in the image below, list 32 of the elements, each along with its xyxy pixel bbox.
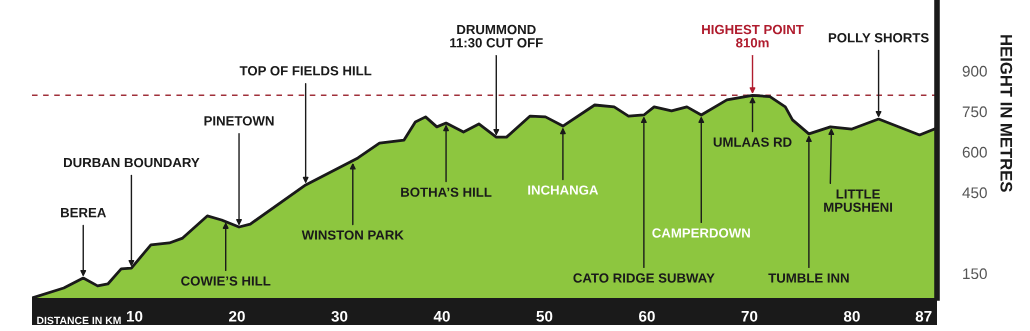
- annotation: COWIE’S HILL: [181, 276, 271, 286]
- annotation: HIGHEST POINT 810m: [702, 24, 804, 48]
- annotation: UMLAAS RD: [713, 137, 792, 147]
- annotation: TOP OF FIELDS HILL: [239, 66, 372, 76]
- x-tick-label: 50: [536, 310, 553, 322]
- y-tick-label: 900: [962, 65, 987, 77]
- x-tick-label: 20: [229, 310, 245, 322]
- annotation: DRUMMOND 11:30 CUT OFF: [450, 24, 543, 48]
- x-tick-label: 80: [843, 310, 860, 322]
- annotation: WINSTON PARK: [301, 230, 404, 240]
- x-tick-label: 10: [126, 310, 143, 322]
- annotation: PINETOWN: [204, 116, 274, 126]
- x-axis-title: DISTANCE IN KM: [37, 316, 121, 325]
- y-tick-label: 150: [963, 268, 987, 280]
- y-tick-label: 750: [962, 106, 987, 118]
- annotation: BOTHA’S HILL: [401, 187, 492, 197]
- annotation: CATO RIDGE SUBWAY: [573, 273, 715, 283]
- annotation: INCHANGA: [528, 185, 599, 195]
- x-tick-label: 87: [915, 310, 932, 322]
- annotation: POLLY SHORTS: [828, 33, 929, 43]
- annotation: LITTLE MPUSHENI: [824, 189, 893, 212]
- y-tick-label: 600: [962, 146, 987, 158]
- annotation: CAMPERDOWN: [652, 228, 750, 238]
- y-axis-title: HEIGHT IN METRES: [1000, 35, 1013, 192]
- x-tick-label: 30: [331, 310, 348, 322]
- annotation: DURBAN BOUNDARY: [64, 157, 200, 168]
- x-tick-label: 40: [433, 310, 450, 322]
- annotation: TUMBLE INN: [768, 273, 849, 283]
- y-tick-label: 450: [962, 187, 987, 199]
- x-tick-label: 70: [741, 310, 758, 322]
- annotation: BEREA: [61, 208, 106, 218]
- x-tick-label: 60: [639, 310, 655, 322]
